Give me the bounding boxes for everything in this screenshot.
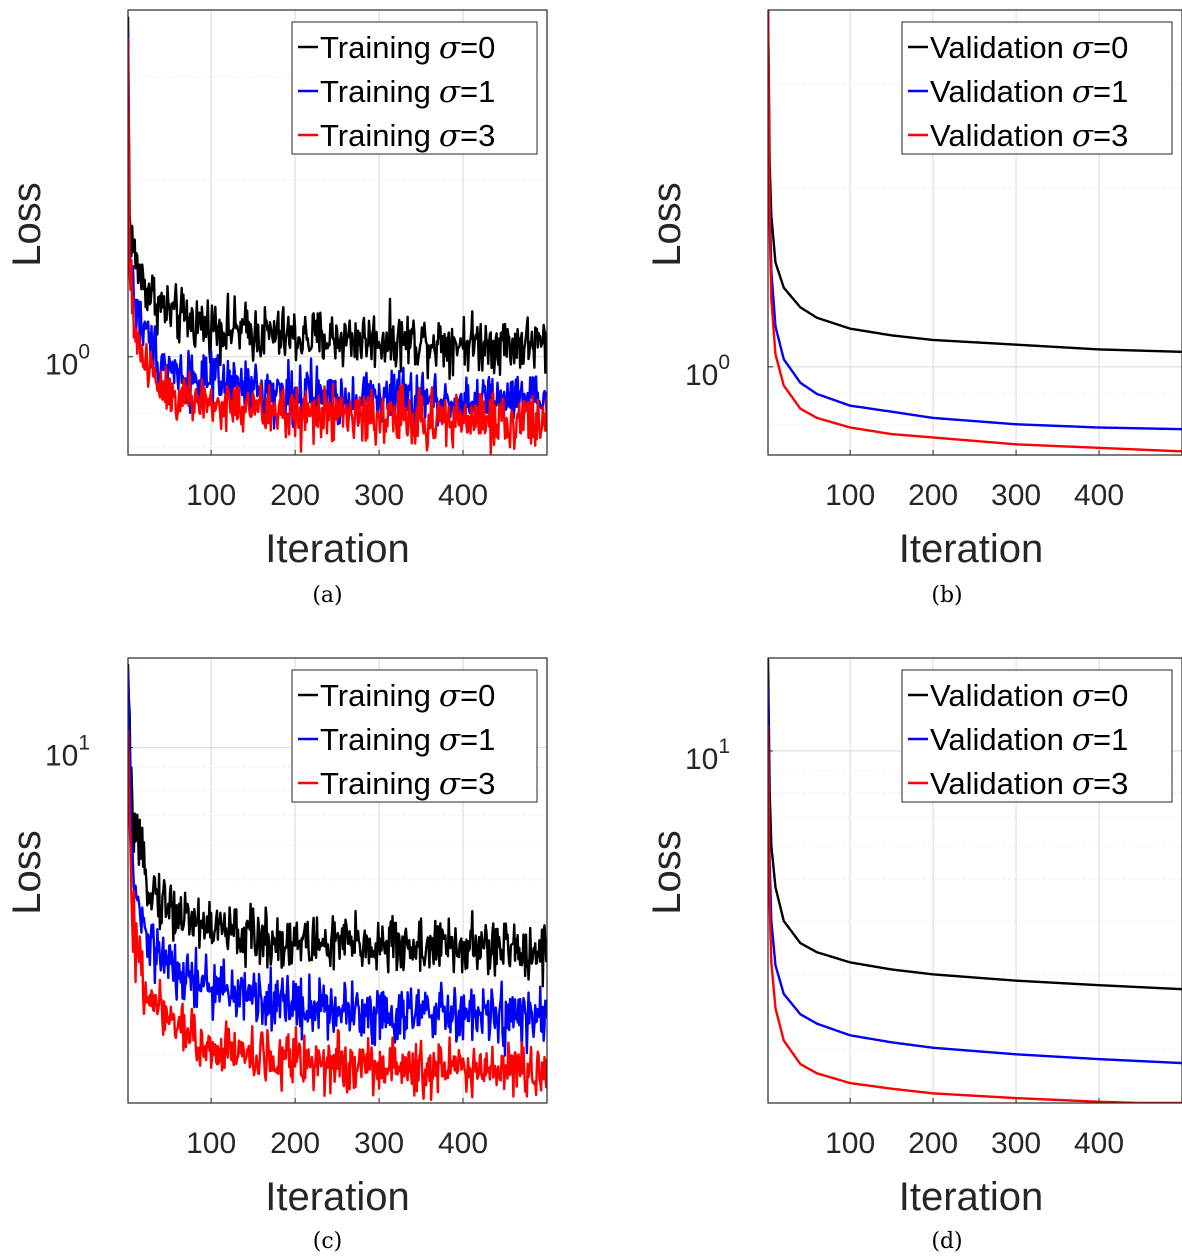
legend: Training σ=0 Training σ=1 Training σ=3	[291, 669, 538, 803]
x-tick-label: 300	[991, 479, 1041, 512]
legend: Training σ=0 Training σ=1 Training σ=3	[291, 21, 538, 155]
legend-entry: Training σ=3	[320, 766, 495, 802]
x-tick-label: 200	[270, 1127, 320, 1160]
x-tick-label: 400	[1074, 479, 1124, 512]
series-lines	[768, 10, 1182, 453]
chart-panel-b: 100 200 300 400 100 Iteration Loss Validation σ=…	[645, 9, 1182, 608]
x-tick-label: 400	[1074, 1127, 1124, 1160]
series-line-2	[128, 37, 547, 455]
legend-entry: Training σ=0	[320, 30, 495, 66]
legend-entry: Validation σ=3	[930, 766, 1128, 802]
series-lines	[768, 658, 1182, 1103]
legend-entry: Validation σ=1	[930, 74, 1128, 110]
legend-entry: Validation σ=1	[930, 722, 1128, 758]
panel-caption: (b)	[931, 583, 962, 608]
x-tick-label: 300	[991, 1127, 1041, 1160]
axes-box	[127, 9, 548, 456]
x-tick-label: 200	[908, 479, 958, 512]
chart-panel-d: 100 200 300 400 101 Iteration Loss Validation σ=…	[645, 657, 1182, 1254]
x-tick-label: 100	[186, 1127, 236, 1160]
y-axis-title: Loss	[5, 182, 49, 267]
x-axis-title: Iteration	[265, 527, 410, 571]
legend-box	[901, 669, 1173, 803]
x-tick-label: 100	[825, 479, 875, 512]
y-tick-label: 101	[45, 732, 90, 773]
x-tick-label: 100	[825, 1127, 875, 1160]
x-tick-label: 300	[354, 1127, 404, 1160]
y-axis-title: Loss	[645, 182, 689, 267]
y-axis-title: Loss	[5, 830, 49, 915]
series-line-2	[768, 724, 1182, 1103]
series-lines	[128, 16, 547, 455]
axes-box	[127, 657, 548, 1104]
legend-entry: Validation σ=0	[930, 30, 1128, 66]
legend-entry: Validation σ=0	[930, 678, 1128, 714]
legend-box	[291, 21, 538, 155]
legend-entry: Training σ=1	[320, 74, 495, 110]
x-tick-label: 400	[438, 1127, 488, 1160]
y-tick-label: 100	[45, 341, 90, 382]
series-line-1	[128, 670, 547, 1057]
legend-entry: Training σ=0	[320, 678, 495, 714]
legend-box	[901, 21, 1173, 155]
legend: Validation σ=0 Validation σ=1 Validation σ=3	[901, 669, 1173, 803]
series-lines	[128, 664, 547, 1102]
y-tick-label: 100	[685, 351, 730, 392]
series-line-0	[768, 658, 1182, 991]
legend: Validation σ=0 Validation σ=1 Validation σ=3	[901, 21, 1173, 155]
panel-caption: (d)	[931, 1229, 962, 1254]
series-line-1	[768, 10, 1182, 431]
x-axis-title: Iteration	[899, 1175, 1044, 1219]
x-tick-label: 200	[908, 1127, 958, 1160]
panel-caption: (c)	[313, 1229, 343, 1254]
series-line-0	[768, 10, 1182, 354]
series-line-2	[768, 10, 1182, 453]
legend-entry: Training σ=3	[320, 118, 495, 154]
series-line-1	[768, 688, 1182, 1065]
x-tick-label: 200	[270, 479, 320, 512]
series-line-2	[128, 729, 547, 1102]
x-axis-title: Iteration	[265, 1175, 410, 1219]
y-tick-label: 101	[685, 735, 730, 776]
axes-box	[767, 657, 1182, 1104]
legend-entry: Training σ=1	[320, 722, 495, 758]
axes-box	[767, 9, 1182, 456]
x-axis-title: Iteration	[899, 527, 1044, 571]
y-axis-title: Loss	[645, 830, 689, 915]
legend-box	[291, 669, 538, 803]
x-tick-label: 300	[354, 479, 404, 512]
panel-caption: (a)	[312, 583, 342, 608]
legend-entry: Validation σ=3	[930, 118, 1128, 154]
x-tick-label: 400	[438, 479, 488, 512]
series-line-0	[128, 664, 547, 988]
series-line-0	[128, 16, 547, 381]
x-tick-label: 100	[186, 479, 236, 512]
